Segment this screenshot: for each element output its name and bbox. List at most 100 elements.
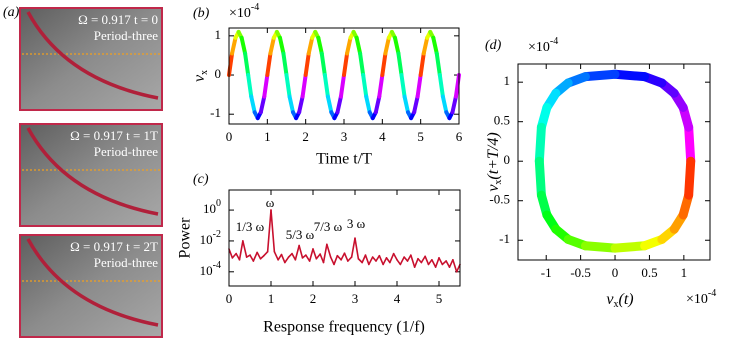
line-segment — [610, 69, 650, 82]
annotation: 3 ω — [347, 216, 366, 231]
tick-label: 1 — [681, 265, 688, 280]
tick-label: 0 — [504, 152, 511, 167]
line-segment — [270, 209, 276, 253]
line-segment — [450, 94, 458, 115]
tick-label: 100 — [203, 198, 221, 216]
tick-label: 0.5 — [641, 265, 657, 280]
tick-label: 3 — [352, 291, 359, 306]
line-segment — [396, 258, 402, 266]
scale-label: ×10-4 — [528, 36, 558, 55]
scale-label-part: -4 — [550, 36, 558, 47]
line-segment — [438, 257, 444, 266]
beam-shape — [26, 11, 159, 100]
line-segment — [249, 254, 255, 262]
line-segment — [380, 51, 388, 78]
line-segment — [441, 260, 447, 266]
tick-label: 0 — [612, 265, 619, 280]
line-segment — [335, 94, 343, 115]
line-segment — [300, 73, 308, 99]
line-segment — [305, 254, 311, 262]
line-segment — [315, 253, 321, 260]
tick-label: 1 — [264, 129, 271, 144]
tick-label-part: 10 — [200, 232, 213, 247]
tick-label: 3 — [341, 129, 348, 144]
tick-label: 1 — [504, 73, 511, 88]
tick-label: 2 — [310, 291, 317, 306]
line-segment — [258, 94, 267, 115]
panel-label: (a) — [3, 5, 20, 20]
line-segment — [231, 252, 237, 259]
line-segment — [440, 94, 449, 115]
line-segment — [333, 254, 339, 266]
line-segment — [284, 256, 290, 264]
frame-caption: Ω = 0.917 t = 0 — [78, 12, 158, 27]
line-segment — [364, 254, 370, 266]
plot-frame — [228, 189, 461, 287]
beam-shape — [26, 238, 159, 327]
line-segment — [580, 241, 620, 253]
line-segment — [280, 253, 286, 264]
tick-label: 0.5 — [494, 113, 510, 128]
line-segment — [316, 35, 324, 56]
scale-label-part: -4 — [251, 2, 259, 13]
line-segment — [354, 35, 363, 56]
annotation: 1/3 ω — [236, 219, 265, 234]
line-segment — [319, 51, 327, 78]
line-segment — [357, 257, 363, 264]
line-segment — [291, 252, 297, 261]
frame-caption: Ω = 0.917 t = 1T — [70, 128, 158, 143]
plot-frame — [228, 27, 460, 125]
x-axis-label-part: x — [614, 299, 619, 310]
line-segment — [252, 251, 258, 262]
tick-label-part: 10 — [200, 263, 213, 278]
scale-label: ×10-4 — [686, 288, 716, 307]
line-segment — [421, 35, 430, 56]
x-axis-label: Response frequency (1/f) — [263, 319, 425, 336]
y-axis-label: vx(t+T/4) — [485, 132, 505, 191]
tick-label: 10-2 — [200, 229, 221, 247]
frame-mode: Period-three — [94, 144, 158, 159]
tick-label: 5 — [436, 291, 443, 306]
line-segment — [415, 73, 423, 99]
line-segment — [228, 248, 234, 259]
panel-label: (d) — [485, 38, 502, 53]
tick-label: -0.5 — [489, 192, 510, 207]
y-axis-label-part: (t+T/4) — [485, 132, 502, 179]
line-segment — [580, 69, 620, 82]
line-segment — [347, 256, 353, 262]
scale-label: ×10-4 — [229, 2, 259, 21]
line-segment — [345, 35, 353, 56]
line-segment — [373, 94, 382, 115]
line-segment — [399, 256, 405, 266]
line-segment — [364, 94, 372, 115]
y-axis-label: vx — [191, 70, 211, 82]
line-segment — [277, 35, 286, 56]
y-axis-label-part: x — [199, 70, 210, 75]
line-segment — [256, 251, 262, 260]
line-segment — [406, 254, 412, 262]
line-segment — [242, 240, 248, 258]
line-segment — [262, 73, 270, 99]
line-segment — [403, 256, 409, 262]
line-segment — [338, 73, 346, 99]
y-axis-label-part: v — [485, 184, 502, 192]
line-segment — [284, 73, 292, 99]
line-segment — [368, 256, 374, 266]
panel-label: (b) — [193, 6, 210, 21]
line-segment — [534, 156, 546, 200]
line-segment — [308, 248, 314, 262]
tick-label: 5 — [417, 129, 424, 144]
x-axis-label: vx(t) — [606, 291, 633, 311]
line-segment — [534, 122, 546, 166]
frame-caption: Ω = 0.917 t = 2T — [70, 239, 158, 254]
tick-label: 0 — [215, 66, 222, 81]
scale-label-part: -4 — [708, 288, 716, 299]
beam-shape — [26, 127, 159, 216]
line-segment — [377, 73, 385, 99]
tick-label: -1 — [210, 105, 221, 120]
line-segment — [312, 248, 318, 260]
annotation: 5/3 ω — [286, 227, 315, 242]
annotation: ω — [266, 195, 275, 210]
line-segment — [268, 35, 276, 56]
